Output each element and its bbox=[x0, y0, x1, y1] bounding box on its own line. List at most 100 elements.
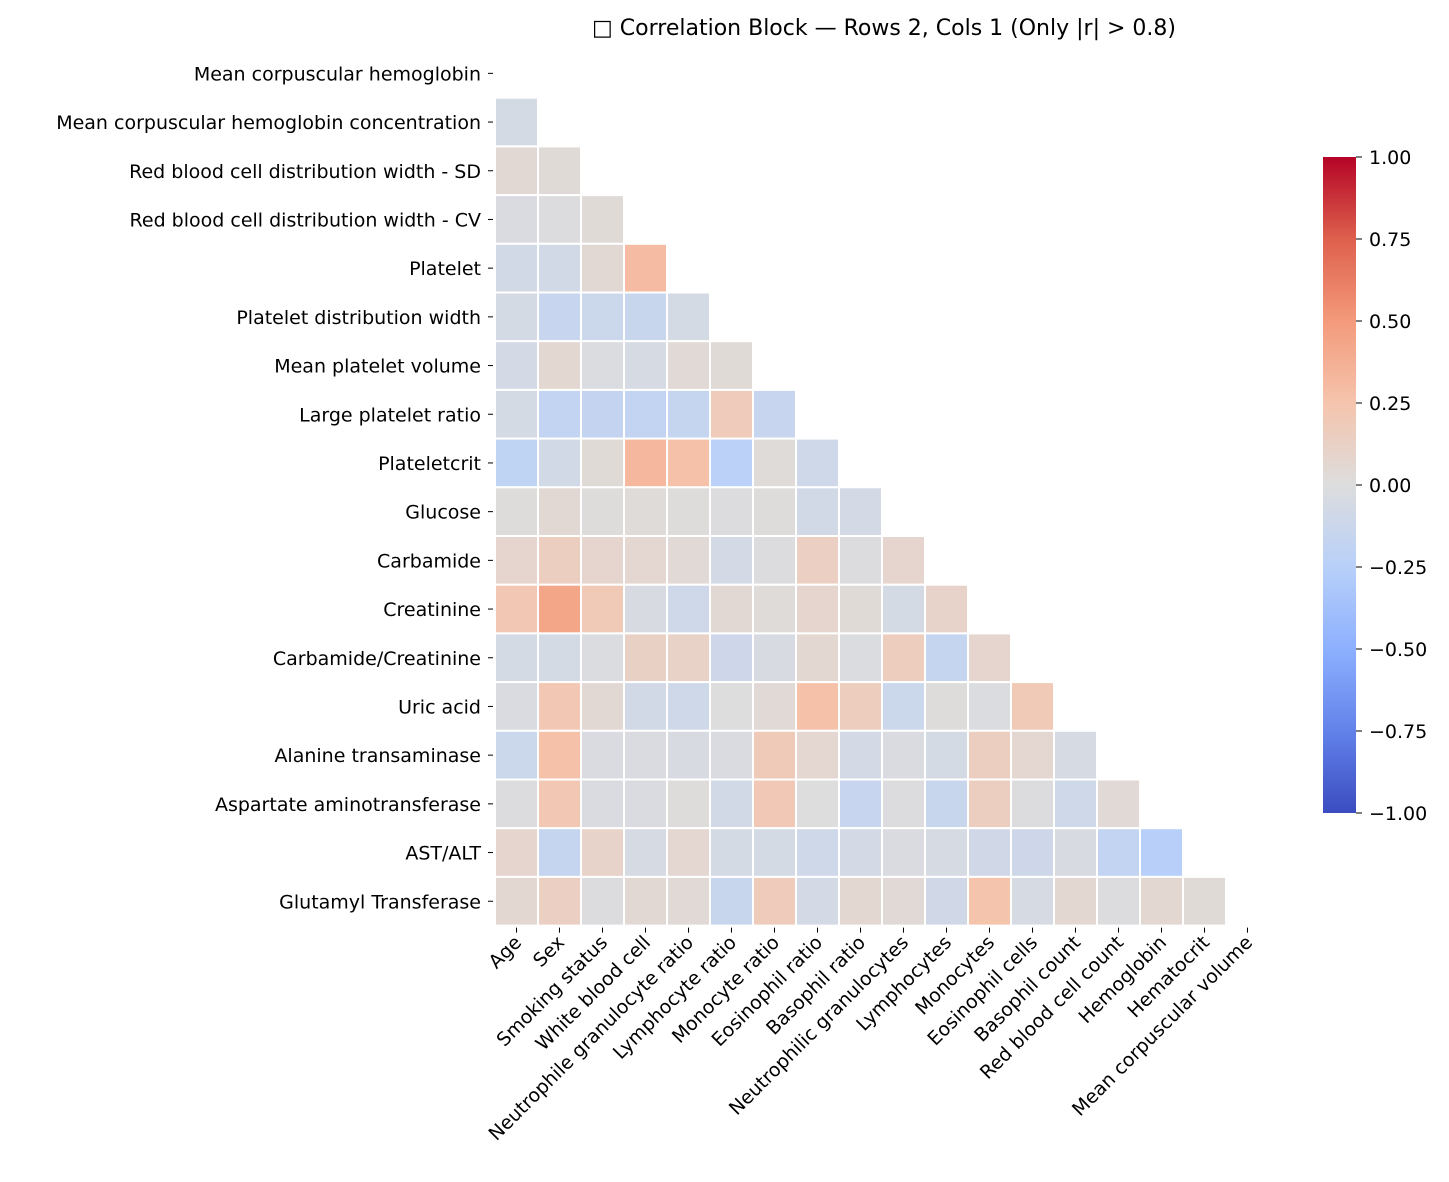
heatmap-cell bbox=[537, 388, 582, 440]
heatmap-cell bbox=[795, 583, 840, 635]
heatmap-cell bbox=[795, 632, 840, 684]
heatmap-cell bbox=[1053, 875, 1098, 927]
heatmap-cell bbox=[666, 340, 711, 391]
chart-title: □ Correlation Block — Rows 2, Cols 1 (On… bbox=[592, 16, 1176, 41]
heatmap-cell bbox=[881, 778, 926, 830]
colorbar-tick-label: 0.75 bbox=[1369, 229, 1411, 251]
colorbar-gradient bbox=[1323, 157, 1356, 813]
heatmap-cell bbox=[580, 875, 625, 927]
heatmap-cell bbox=[752, 388, 797, 440]
heatmap-cell bbox=[709, 632, 754, 684]
heatmap-cell bbox=[795, 729, 840, 781]
heatmap-cell bbox=[1053, 729, 1098, 781]
heatmap-cell bbox=[709, 729, 754, 781]
heatmap-cell bbox=[623, 291, 668, 343]
heatmap-cell bbox=[537, 486, 582, 537]
heatmap-cell bbox=[623, 681, 668, 732]
heatmap-cell bbox=[1010, 681, 1055, 732]
heatmap-cell bbox=[752, 875, 797, 927]
colorbar-tick-label: 0.25 bbox=[1369, 393, 1411, 415]
heatmap-cell bbox=[666, 486, 711, 537]
heatmap-cell bbox=[924, 583, 969, 635]
heatmap-cell bbox=[494, 242, 539, 294]
heatmap-cell bbox=[795, 778, 840, 830]
heatmap-cell bbox=[666, 632, 711, 684]
heatmap-cell bbox=[580, 583, 625, 635]
heatmap-cell bbox=[537, 583, 582, 635]
heatmap-cell bbox=[881, 632, 926, 684]
heatmap-cell bbox=[623, 778, 668, 830]
y-tick-label: Carbamide/Creatinine bbox=[273, 648, 481, 670]
colorbar-tick-label: −0.25 bbox=[1369, 557, 1427, 579]
heatmap-cell bbox=[537, 437, 582, 489]
heatmap-cell bbox=[838, 827, 883, 878]
y-tick-label: Glutamyl Transferase bbox=[279, 891, 481, 913]
y-tick-label: Platelet distribution width bbox=[236, 307, 481, 329]
heatmap-cell bbox=[666, 681, 711, 732]
heatmap-cell bbox=[537, 194, 582, 245]
heatmap-cell bbox=[666, 778, 711, 830]
heatmap-cell bbox=[494, 583, 539, 635]
heatmap-cell bbox=[580, 340, 625, 391]
heatmap-cell bbox=[1010, 778, 1055, 830]
heatmap-cell bbox=[666, 388, 711, 440]
heatmap-cell bbox=[795, 535, 840, 586]
heatmap-cell bbox=[838, 681, 883, 732]
heatmap-cell bbox=[666, 729, 711, 781]
heatmap-cell bbox=[709, 827, 754, 878]
heatmap-cell bbox=[1139, 827, 1184, 878]
heatmap-cell bbox=[666, 291, 711, 343]
heatmap-cell bbox=[838, 583, 883, 635]
heatmap-cell bbox=[838, 486, 883, 537]
colorbar-tick-label: 0.50 bbox=[1369, 311, 1411, 333]
heatmap-cell bbox=[623, 486, 668, 537]
heatmap-cell bbox=[623, 242, 668, 294]
heatmap-cell bbox=[752, 486, 797, 537]
heatmap-cell bbox=[494, 437, 539, 489]
heatmap-cell bbox=[1182, 875, 1227, 927]
heatmap-cell bbox=[494, 194, 539, 245]
heatmap-cell bbox=[666, 827, 711, 878]
y-tick-label: Mean corpuscular hemoglobin bbox=[194, 63, 481, 85]
heatmap-cell bbox=[537, 632, 582, 684]
heatmap-cell bbox=[537, 778, 582, 830]
heatmap-cell bbox=[494, 388, 539, 440]
heatmap-cell bbox=[924, 875, 969, 927]
heatmap-cell bbox=[967, 875, 1012, 927]
heatmap-cell bbox=[752, 437, 797, 489]
heatmap-cell bbox=[666, 437, 711, 489]
heatmap-cell bbox=[537, 291, 582, 343]
y-tick-label: Plateletcrit bbox=[378, 453, 481, 475]
heatmap-cell bbox=[709, 535, 754, 586]
heatmap-cell bbox=[494, 632, 539, 684]
heatmap-cell bbox=[752, 632, 797, 684]
heatmap-cell bbox=[838, 875, 883, 927]
heatmap-cell bbox=[924, 827, 969, 878]
heatmap-cell bbox=[537, 729, 582, 781]
heatmap-cell bbox=[580, 388, 625, 440]
heatmap-cell bbox=[623, 437, 668, 489]
heatmap-cell bbox=[967, 632, 1012, 684]
y-axis: Mean corpuscular hemoglobin Mean corpuscu… bbox=[56, 63, 493, 913]
heatmap-cell bbox=[580, 827, 625, 878]
heatmap-cell bbox=[580, 535, 625, 586]
heatmap-cell bbox=[494, 486, 539, 537]
heatmap-cell bbox=[709, 340, 754, 391]
y-tick-label: Glucose bbox=[405, 502, 481, 524]
heatmap-cell bbox=[795, 681, 840, 732]
heatmap-cell bbox=[580, 778, 625, 830]
heatmap-cell bbox=[580, 194, 625, 245]
heatmap-cell bbox=[838, 778, 883, 830]
colorbar-tick-label: −1.00 bbox=[1369, 803, 1427, 825]
heatmap-cell bbox=[623, 583, 668, 635]
heatmap-cell bbox=[580, 681, 625, 732]
heatmap-cell bbox=[537, 340, 582, 391]
heatmap-cell bbox=[709, 388, 754, 440]
heatmap-cell bbox=[494, 827, 539, 878]
heatmap-cell bbox=[580, 437, 625, 489]
heatmap-cell bbox=[752, 729, 797, 781]
colorbar: 1.00 0.75 0.50 0.25 0.00 −0.25 −0.50 −0.75 −1.00 bbox=[1323, 147, 1427, 825]
heatmap-cell bbox=[580, 632, 625, 684]
